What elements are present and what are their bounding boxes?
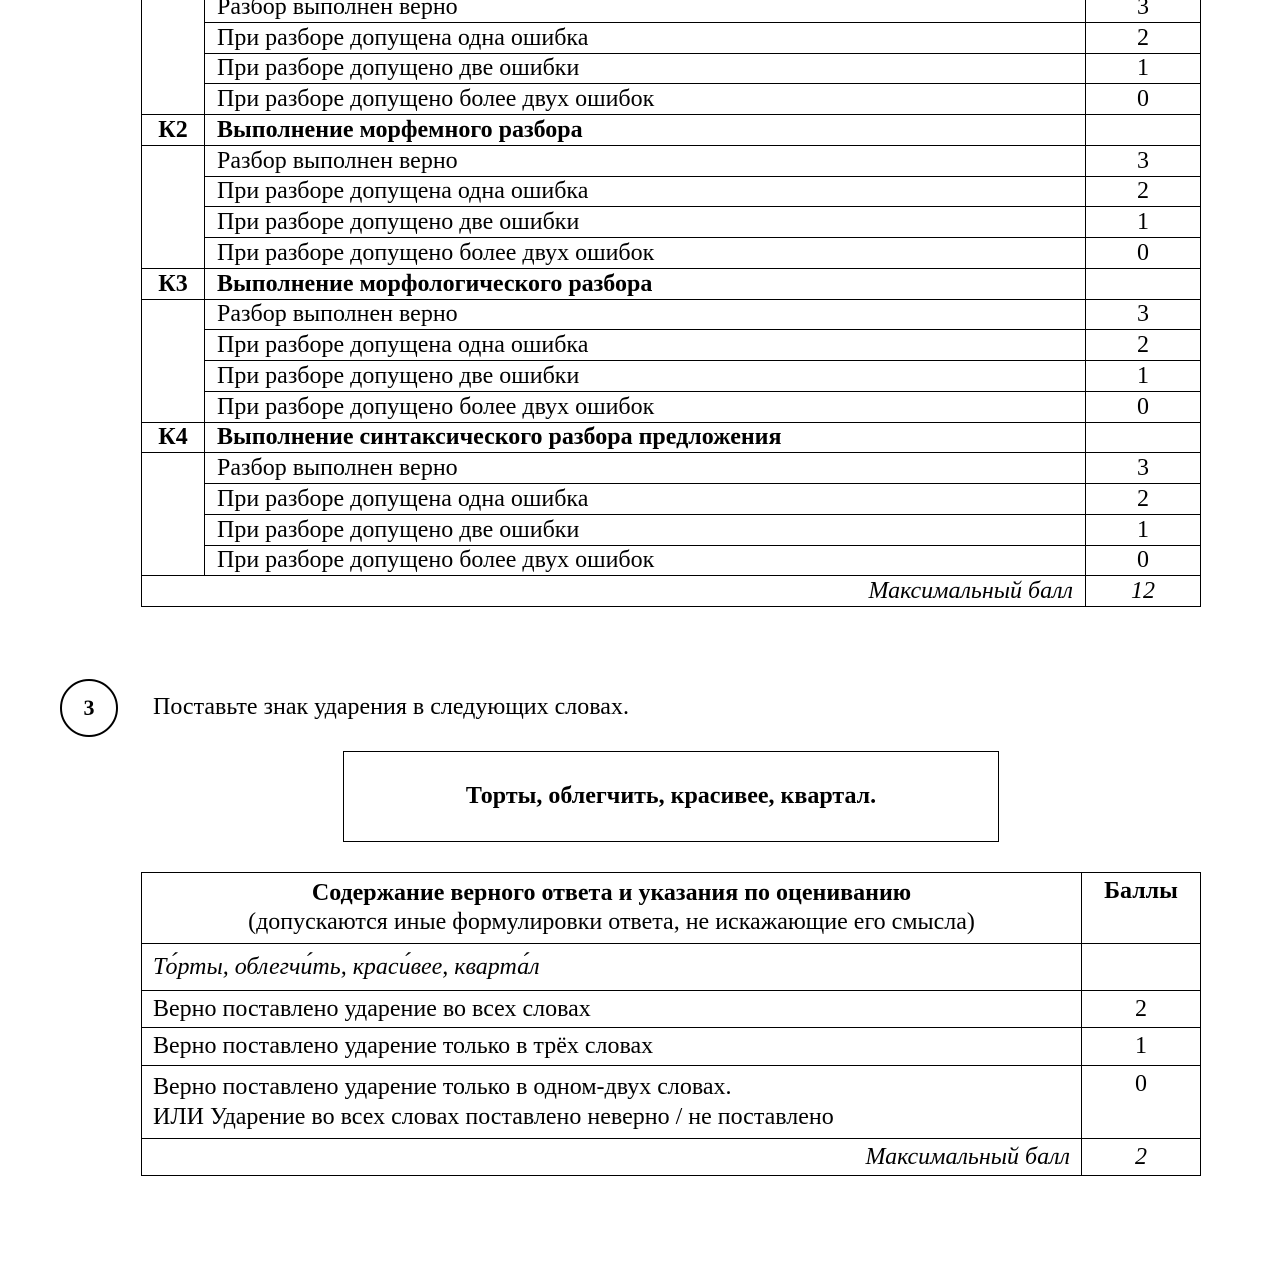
criterion-text: Разбор выполнен верно bbox=[204, 452, 1086, 484]
criterion-text: При разборе допущено две ошибки bbox=[204, 206, 1086, 238]
code-cell-empty bbox=[141, 452, 205, 577]
table-row: При разборе допущено более двух ошибок 0 bbox=[142, 83, 1201, 115]
table-row: Разбор выполнен верно 3 bbox=[141, 298, 1201, 423]
table-row: При разборе допущено две ошибки 1 bbox=[142, 52, 1201, 85]
empty-cell bbox=[1081, 942, 1201, 991]
criterion-code: К4 bbox=[141, 421, 205, 454]
max-score-value: 12 bbox=[1085, 575, 1201, 607]
task-words-box: Торты, облегчить, красивее, квартал. bbox=[343, 751, 999, 842]
criterion-score: 1 bbox=[1081, 1026, 1201, 1066]
criterion-text: При разборе допущено более двух ошибок bbox=[204, 544, 1086, 577]
criterion-group-header: К2 Выполнение морфемного разбора bbox=[141, 114, 1201, 146]
criterion-group-header: К4 Выполнение синтаксического разбора пре… bbox=[141, 421, 1201, 454]
criterion-text: Верно поставлено ударение только в одном… bbox=[141, 1064, 1082, 1139]
table-row: При разборе допущено две ошибки 1 bbox=[142, 360, 1201, 392]
criterion-score: 1 bbox=[1085, 360, 1201, 392]
criterion-title: Выполнение морфемного разбора bbox=[204, 114, 1086, 146]
task-number-badge: 3 bbox=[60, 679, 118, 737]
task-words: Торты, облегчить, красивее, квартал. bbox=[465, 783, 877, 809]
criterion-score: 0 bbox=[1085, 237, 1201, 269]
table-row: При разборе допущена одна ошибка 2 bbox=[142, 329, 1201, 361]
table-row: При разборе допущено более двух ошибок 0 bbox=[142, 544, 1201, 577]
max-score-label: Максимальный балл bbox=[141, 1137, 1082, 1176]
criterion-title: Выполнение морфологического разбора bbox=[204, 267, 1086, 300]
max-score-label: Максимальный балл bbox=[141, 575, 1086, 607]
task-instruction: Поставьте знак ударения в следующих слов… bbox=[153, 694, 629, 720]
criterion-score: 3 bbox=[1085, 144, 1201, 177]
header-score: Баллы bbox=[1081, 872, 1201, 944]
criterion-score: 1 bbox=[1085, 52, 1201, 85]
criterion-score: 3 bbox=[1085, 0, 1201, 23]
criterion-line: Верно поставлено ударение только в одном… bbox=[153, 1073, 732, 1100]
max-score-value: 2 bbox=[1081, 1137, 1201, 1176]
header-title: Содержание верного ответа и указания по … bbox=[311, 880, 912, 906]
header-content-cell: Содержание верного ответа и указания по … bbox=[141, 872, 1082, 944]
header-note: (допускаются иные формулировки ответа, н… bbox=[248, 908, 975, 935]
criterion-text: Разбор выполнен верно bbox=[204, 144, 1086, 177]
criterion-score: 0 bbox=[1085, 83, 1201, 115]
criterion-score: 0 bbox=[1085, 544, 1201, 577]
criterion-text: Разбор выполнен верно bbox=[204, 0, 1086, 23]
empty-cell bbox=[1085, 421, 1201, 454]
table-header-row: Содержание верного ответа и указания по … bbox=[141, 872, 1201, 944]
criterion-title: Выполнение синтаксического разбора предл… bbox=[204, 421, 1086, 454]
criterion-text: При разборе допущена одна ошибка bbox=[204, 175, 1086, 208]
criterion-line: ИЛИ Ударение во всех словах поставлено н… bbox=[153, 1103, 834, 1130]
criterion-text: Разбор выполнен верно bbox=[204, 298, 1086, 331]
criterion-code: К3 bbox=[141, 267, 205, 300]
criterion-text: При разборе допущено две ошибки bbox=[204, 360, 1086, 392]
criterion-score: 2 bbox=[1085, 175, 1201, 208]
criterion-code: К2 bbox=[141, 114, 205, 146]
max-score-row: Максимальный балл 12 bbox=[141, 575, 1201, 607]
table-row: Верно поставлено ударение только в трёх … bbox=[141, 1026, 1201, 1066]
criterion-score: 2 bbox=[1085, 21, 1201, 54]
table-row: При разборе допущена одна ошибка 2 bbox=[142, 483, 1201, 515]
table-row: Верно поставлено ударение во всех словах… bbox=[141, 989, 1201, 1028]
criterion-score: 0 bbox=[1085, 390, 1201, 423]
task-number: 3 bbox=[83, 695, 95, 720]
criterion-score: 2 bbox=[1085, 483, 1201, 515]
table-row: При разборе допущено две ошибки 1 bbox=[142, 513, 1201, 546]
answer-table: Содержание верного ответа и указания по … bbox=[141, 872, 1201, 1176]
criterion-score: 3 bbox=[1085, 298, 1201, 331]
criterion-text: При разборе допущена одна ошибка bbox=[204, 329, 1086, 361]
criterion-text: При разборе допущено две ошибки bbox=[204, 513, 1086, 546]
code-cell-empty bbox=[141, 298, 205, 423]
table-row: При разборе допущена одна ошибка 2 bbox=[142, 175, 1201, 208]
table-row: Верно поставлено ударение только в одном… bbox=[141, 1064, 1201, 1139]
criteria-table: Разбор выполнен верно 3 При разборе допуще… bbox=[141, 0, 1201, 607]
criterion-score: 2 bbox=[1081, 989, 1201, 1028]
criterion-group-header: К3 Выполнение морфологического разбора bbox=[141, 267, 1201, 300]
table-row: При разборе допущено более двух ошибок 0 bbox=[142, 390, 1201, 423]
correct-answer: То́рты, облегчи́ть, краси́вее, кварта́л bbox=[141, 942, 1082, 991]
criterion-text: При разборе допущена одна ошибка bbox=[204, 483, 1086, 515]
criterion-text: При разборе допущено более двух ошибок bbox=[204, 237, 1086, 269]
criterion-score: 1 bbox=[1085, 513, 1201, 546]
criterion-text: При разборе допущена одна ошибка bbox=[204, 21, 1086, 54]
criterion-score: 2 bbox=[1085, 329, 1201, 361]
code-cell-empty bbox=[141, 144, 205, 269]
criterion-score: 1 bbox=[1085, 206, 1201, 238]
criterion-score: 3 bbox=[1085, 452, 1201, 484]
code-cell-empty bbox=[141, 0, 205, 115]
max-score-row: Максимальный балл 2 bbox=[141, 1137, 1201, 1176]
table-row: Разбор выполнен верно 3 bbox=[141, 452, 1201, 577]
criterion-text: При разборе допущено более двух ошибок bbox=[204, 83, 1086, 115]
table-row: При разборе допущено две ошибки 1 bbox=[142, 206, 1201, 238]
table-row: Разбор выполнен верно 3 bbox=[141, 0, 1201, 115]
criterion-text: При разборе допущено более двух ошибок bbox=[204, 390, 1086, 423]
criterion-text: Верно поставлено ударение во всех словах bbox=[141, 989, 1082, 1028]
table-row: То́рты, облегчи́ть, краси́вее, кварта́л bbox=[141, 942, 1201, 991]
table-row: Разбор выполнен верно 3 bbox=[141, 144, 1201, 269]
empty-cell bbox=[1085, 267, 1201, 300]
table-row: При разборе допущена одна ошибка 2 bbox=[142, 21, 1201, 54]
table-row: При разборе допущено более двух ошибок 0 bbox=[142, 237, 1201, 269]
criterion-text: Верно поставлено ударение только в трёх … bbox=[141, 1026, 1082, 1066]
empty-cell bbox=[1085, 114, 1201, 146]
criterion-text: При разборе допущено две ошибки bbox=[204, 52, 1086, 85]
criterion-score: 0 bbox=[1081, 1064, 1201, 1139]
